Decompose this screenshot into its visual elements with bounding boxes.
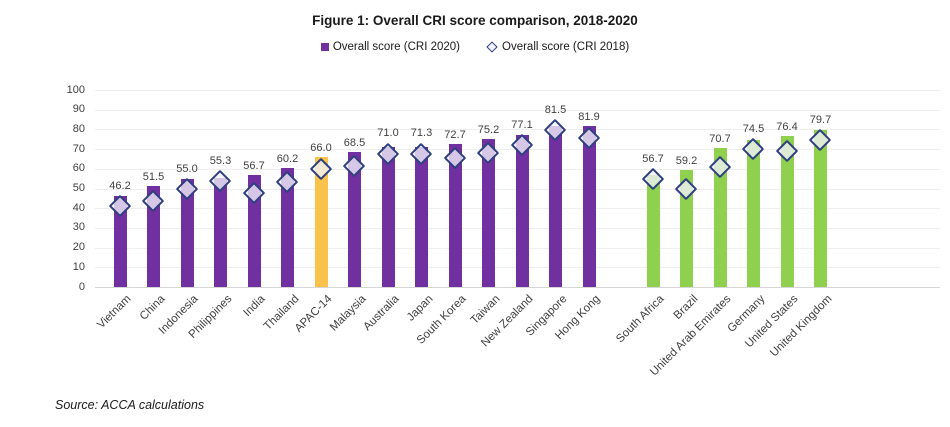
- bar-india: [247, 175, 261, 287]
- value-label: 56.7: [243, 160, 265, 173]
- legend-item-cri-2020: Overall score (CRI 2020): [320, 41, 460, 53]
- value-label: 60.2: [276, 153, 299, 166]
- value-label: 66.0: [310, 141, 332, 154]
- value-label: 79.7: [809, 113, 832, 126]
- diamond-marker-united-states: [775, 139, 799, 163]
- bar-malaysia: [348, 152, 361, 287]
- gridline: [95, 129, 940, 131]
- bar-indonesia: [180, 178, 194, 287]
- value-label: 71.3: [410, 127, 433, 140]
- value-label: 75.2: [477, 123, 500, 136]
- value-label: 68.5: [343, 137, 366, 150]
- legend-label-cri-2018: Overall score (CRI 2018): [502, 41, 630, 53]
- y-tick-label: 100: [66, 83, 85, 96]
- value-label: 77.1: [511, 118, 533, 131]
- diamond-marker-apac-14: [309, 157, 333, 180]
- gridline: [95, 287, 940, 288]
- value-label: 51.5: [142, 170, 165, 183]
- value-label: 46.2: [109, 179, 131, 192]
- diamond-marker-new-zealand: [510, 133, 534, 157]
- y-tick-label: 70: [72, 142, 85, 155]
- y-tick-label: 60: [72, 162, 85, 175]
- y-tick-label: 10: [72, 260, 85, 273]
- value-label: 59.2: [675, 155, 698, 168]
- diamond-marker-germany: [741, 137, 765, 161]
- diamond-marker-united-arab-emirates: [708, 155, 732, 178]
- bar-south-korea: [448, 143, 462, 287]
- y-tick-label: 90: [72, 103, 85, 116]
- gridline: [95, 90, 940, 91]
- value-label: 72.7: [444, 128, 466, 141]
- source-note: Source: ACCA calculations: [55, 398, 205, 412]
- diamond-icon: [486, 41, 498, 53]
- value-label: 55.0: [176, 162, 198, 175]
- bar-south-africa: [646, 175, 660, 287]
- chart-legend: Overall score (CRI 2020) Overall score (…: [0, 41, 950, 53]
- bar-united-states: [780, 136, 794, 287]
- diamond-marker-thailand: [275, 171, 299, 194]
- legend-item-cri-2018: Overall score (CRI 2018): [486, 41, 629, 53]
- bar-united-kingdom: [814, 129, 827, 287]
- diamond-marker-vietnam: [108, 194, 132, 218]
- bar-taiwan: [482, 138, 495, 287]
- bar-philippines: [214, 178, 227, 287]
- diamond-marker-singapore: [543, 118, 567, 142]
- bar-china: [147, 185, 160, 287]
- diamond-marker-taiwan: [476, 141, 500, 165]
- bar-australia: [381, 147, 395, 287]
- value-label: 56.7: [642, 153, 664, 166]
- value-label: 81.9: [578, 110, 600, 123]
- bar-germany: [747, 140, 760, 287]
- value-label: 76.4: [776, 121, 798, 134]
- y-tick-label: 50: [72, 182, 85, 194]
- bar-apac-14: [314, 156, 328, 287]
- legend-label-cri-2020: Overall score (CRI 2020): [332, 41, 460, 53]
- value-label: 81.5: [544, 103, 567, 116]
- chart-title: Figure 1: Overall CRI score comparison, …: [312, 13, 638, 28]
- diamond-marker-brazil: [674, 177, 698, 201]
- value-label: 71.0: [377, 127, 399, 140]
- y-axis: 0 10 20 30 40 50 60 70 80 90 100: [55, 84, 89, 293]
- y-tick-label: 0: [78, 280, 85, 293]
- value-label: 70.7: [709, 132, 731, 145]
- square-icon: [320, 43, 329, 51]
- diamond-marker-india: [242, 181, 266, 205]
- value-label: 55.3: [209, 155, 232, 167]
- y-tick-label: 20: [72, 241, 85, 254]
- plot-area: 46.2 Vietnam 51.5 China 55.0 Indonesia 55.3 Phi…: [95, 90, 940, 378]
- diamond-marker-australia: [376, 142, 400, 166]
- diamond-marker-south-africa: [641, 168, 665, 191]
- gridline: [95, 109, 940, 111]
- diamond-marker-japan: [409, 142, 433, 166]
- value-label: 74.5: [742, 122, 765, 135]
- bar-japan: [415, 146, 428, 287]
- bar-hong-kong: [582, 125, 596, 287]
- y-tick-label: 40: [72, 201, 85, 214]
- y-tick-label: 30: [72, 221, 85, 234]
- bar-singapore: [549, 126, 562, 287]
- bar-vietnam: [113, 195, 127, 287]
- bar-thailand: [281, 168, 294, 287]
- diamond-marker-malaysia: [342, 154, 366, 177]
- diamond-marker-united-kingdom: [808, 128, 832, 152]
- y-tick-label: 80: [72, 122, 85, 135]
- bar-new-zealand: [515, 135, 529, 287]
- bar-united-arab-emirates: [713, 147, 727, 287]
- bar-brazil: [680, 170, 693, 287]
- diamond-marker-indonesia: [175, 177, 199, 201]
